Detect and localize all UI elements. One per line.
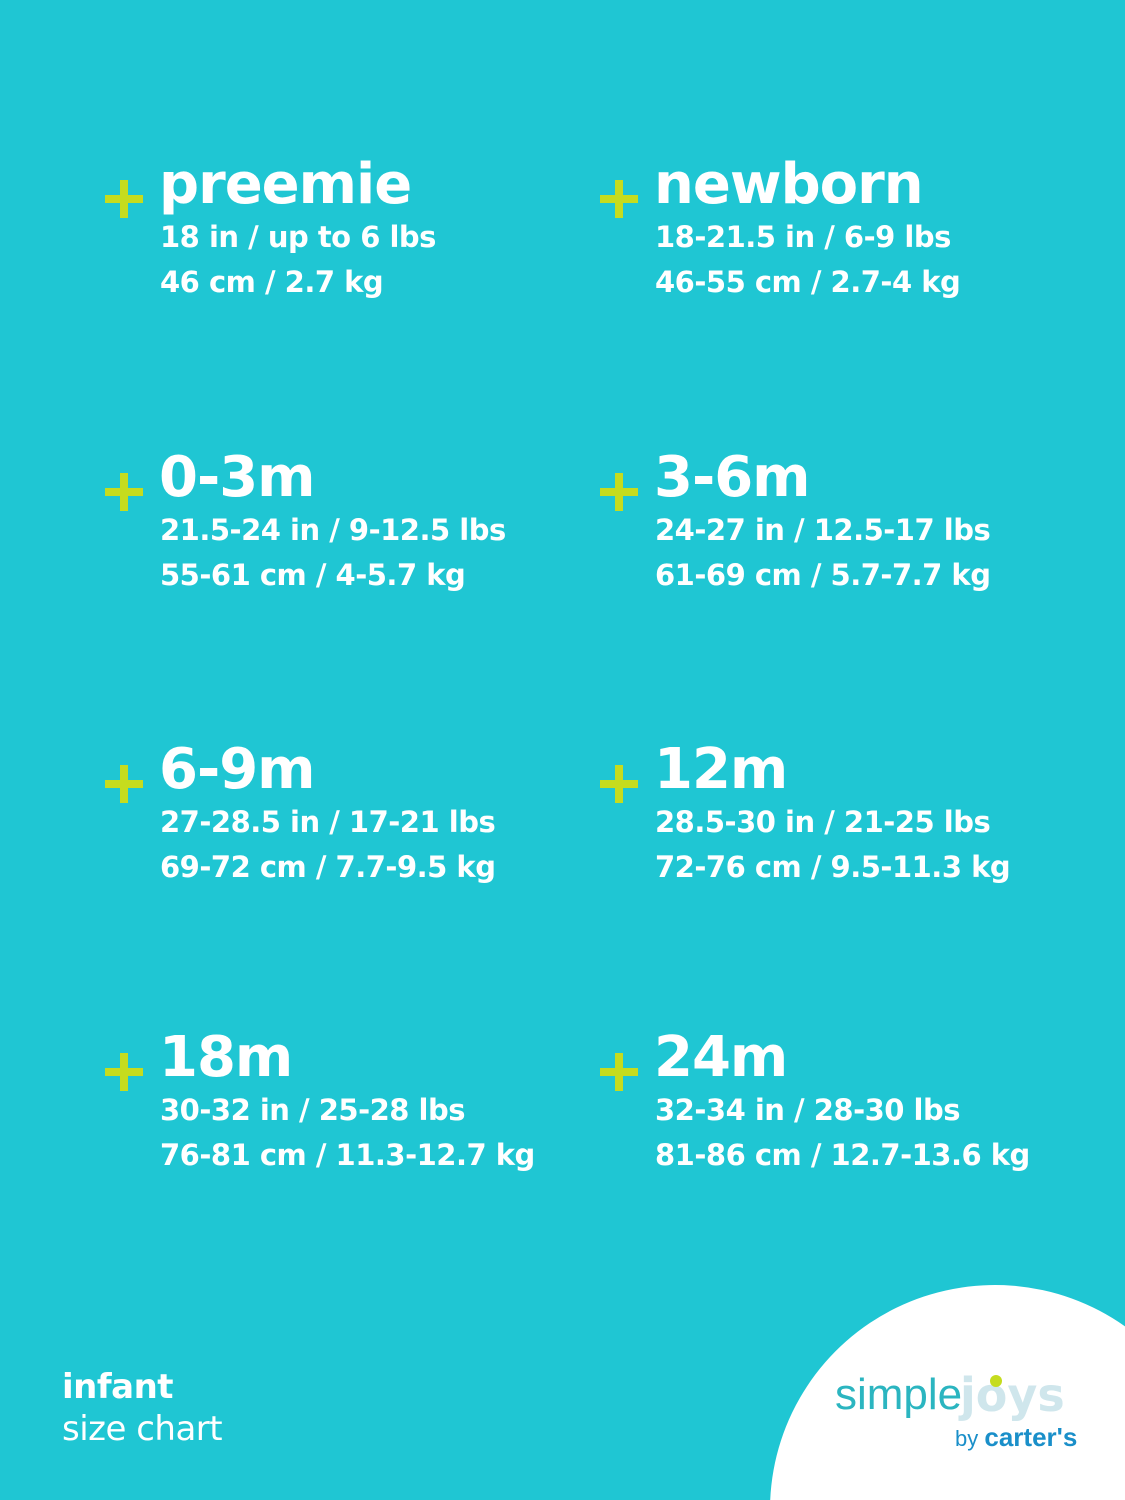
size-name: newborn (654, 152, 924, 217)
size-imperial: 18 in / up to 6 lbs (160, 220, 436, 254)
simple-joys-logo: simple joys by carter's (835, 1368, 1095, 1470)
plus-icon (105, 473, 143, 511)
logo-circle (770, 1285, 1125, 1500)
logo-circle-shape (770, 1285, 1125, 1500)
logo-joys: joys (960, 1368, 1065, 1422)
size-metric: 81-86 cm / 12.7-13.6 kg (655, 1138, 1030, 1172)
chart-label-size-chart: size chart (62, 1409, 223, 1449)
size-metric: 69-72 cm / 7.7-9.5 kg (160, 850, 496, 884)
size-imperial: 24-27 in / 12.5-17 lbs (655, 513, 991, 547)
size-metric: 55-61 cm / 4-5.7 kg (160, 558, 466, 592)
size-imperial: 32-34 in / 28-30 lbs (655, 1093, 961, 1127)
plus-icon (105, 765, 143, 803)
plus-icon (105, 1053, 143, 1091)
size-metric: 46 cm / 2.7 kg (160, 265, 384, 299)
plus-icon (105, 180, 143, 218)
logo-by-carters: by carter's (955, 1422, 1077, 1453)
plus-icon (600, 765, 638, 803)
size-imperial: 27-28.5 in / 17-21 lbs (160, 805, 496, 839)
size-name: 18m (159, 1025, 293, 1090)
size-name: 24m (654, 1025, 788, 1090)
size-name: preemie (159, 152, 412, 217)
logo-by: by (955, 1426, 979, 1451)
size-imperial: 30-32 in / 25-28 lbs (160, 1093, 466, 1127)
size-name: 0-3m (159, 445, 316, 510)
size-imperial: 21.5-24 in / 9-12.5 lbs (160, 513, 506, 547)
plus-icon (600, 180, 638, 218)
size-metric: 76-81 cm / 11.3-12.7 kg (160, 1138, 535, 1172)
size-imperial: 18-21.5 in / 6-9 lbs (655, 220, 951, 254)
size-metric: 61-69 cm / 5.7-7.7 kg (655, 558, 991, 592)
size-metric: 46-55 cm / 2.7-4 kg (655, 265, 961, 299)
plus-icon (600, 1053, 638, 1091)
logo-carters: carter's (984, 1422, 1078, 1452)
logo-dot (990, 1375, 1002, 1387)
size-imperial: 28.5-30 in / 21-25 lbs (655, 805, 991, 839)
size-name: 12m (654, 737, 788, 802)
size-name: 3-6m (654, 445, 811, 510)
size-metric: 72-76 cm / 9.5-11.3 kg (655, 850, 1011, 884)
chart-label-infant: infant (62, 1367, 174, 1407)
plus-icon (600, 473, 638, 511)
chart-label: infant size chart (62, 1366, 223, 1450)
logo-simple: simple (835, 1370, 963, 1419)
size-name: 6-9m (159, 737, 316, 802)
